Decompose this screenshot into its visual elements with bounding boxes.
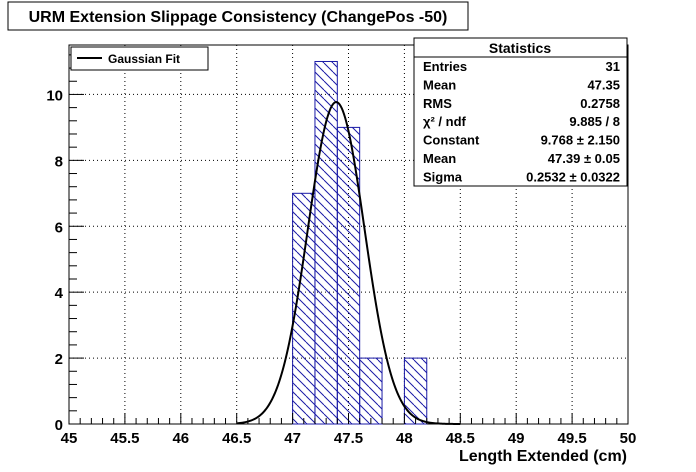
legend: Gaussian Fit	[70, 46, 209, 71]
histogram-bar	[359, 357, 383, 425]
stats-title: Statistics	[489, 40, 551, 56]
stats-row-value: 9.885 / 8	[569, 114, 620, 129]
chart-title: URM Extension Slippage Consistency (Chan…	[29, 9, 448, 26]
x-tick-label: 49	[508, 430, 525, 447]
title-frame	[7, 1, 469, 31]
x-tick-label: 48.5	[446, 430, 475, 447]
x-tick-label: 46	[172, 430, 189, 447]
x-axis-label: Length Extended (cm)	[459, 448, 627, 465]
stats-row-value: 47.39 ± 0.05	[548, 151, 620, 166]
stats-row-label: χ² / ndf	[423, 114, 467, 129]
y-tick-label: 2	[55, 351, 63, 368]
y-tick-label: 6	[55, 219, 63, 236]
histogram-bars	[292, 60, 428, 425]
y-tick-label: 10	[46, 87, 63, 104]
stats-row-value: 47.35	[587, 77, 620, 92]
gaussian-fit-curve-group	[236, 101, 461, 425]
stats-row-value: 9.768 ± 2.150	[541, 133, 620, 148]
x-tick-label: 45	[61, 430, 78, 447]
stats-row-value: 31	[606, 59, 620, 74]
stats-frame	[413, 37, 628, 187]
legend-entry-gaussian-fit: Gaussian Fit	[108, 52, 180, 66]
stats-rows: Entries 31 Mean 47.35 RMS 0.2758 χ² / ndf 9.885…	[423, 59, 620, 184]
y-tick-label: 8	[55, 153, 63, 170]
x-tick-label: 47	[284, 430, 301, 447]
x-tick-label: 50	[620, 430, 637, 447]
legend-frame	[70, 46, 209, 71]
x-tick-label: 48	[396, 430, 413, 447]
y-tick-label: 4	[55, 285, 64, 302]
stats-row-value: 0.2532 ± 0.0322	[526, 169, 620, 184]
stats-row-label: Mean	[423, 77, 456, 92]
x-tick-label: 49.5	[557, 430, 586, 447]
histogram-bar	[314, 60, 338, 425]
histogram-bar	[403, 357, 428, 425]
stats-row-label: Sigma	[423, 169, 463, 184]
gaussian-fit-curve	[236, 101, 461, 425]
stats-row-label: Constant	[423, 133, 480, 148]
x-tick-label: 47.5	[334, 430, 363, 447]
stats-row-label: RMS	[423, 96, 452, 111]
stats-row-label: Mean	[423, 151, 456, 166]
title-box: URM Extension Slippage Consistency (Chan…	[7, 1, 469, 31]
stats-row-label: Entries	[423, 59, 467, 74]
stats-row-value: 0.2758	[580, 96, 620, 111]
statistics-box: Statistics Entries 31 Mean 47.35 RMS 0.2758 χ²…	[413, 37, 628, 187]
y-tick-label: 0	[55, 417, 63, 434]
x-tick-label: 45.5	[110, 430, 139, 447]
x-tick-label: 46.5	[222, 430, 251, 447]
